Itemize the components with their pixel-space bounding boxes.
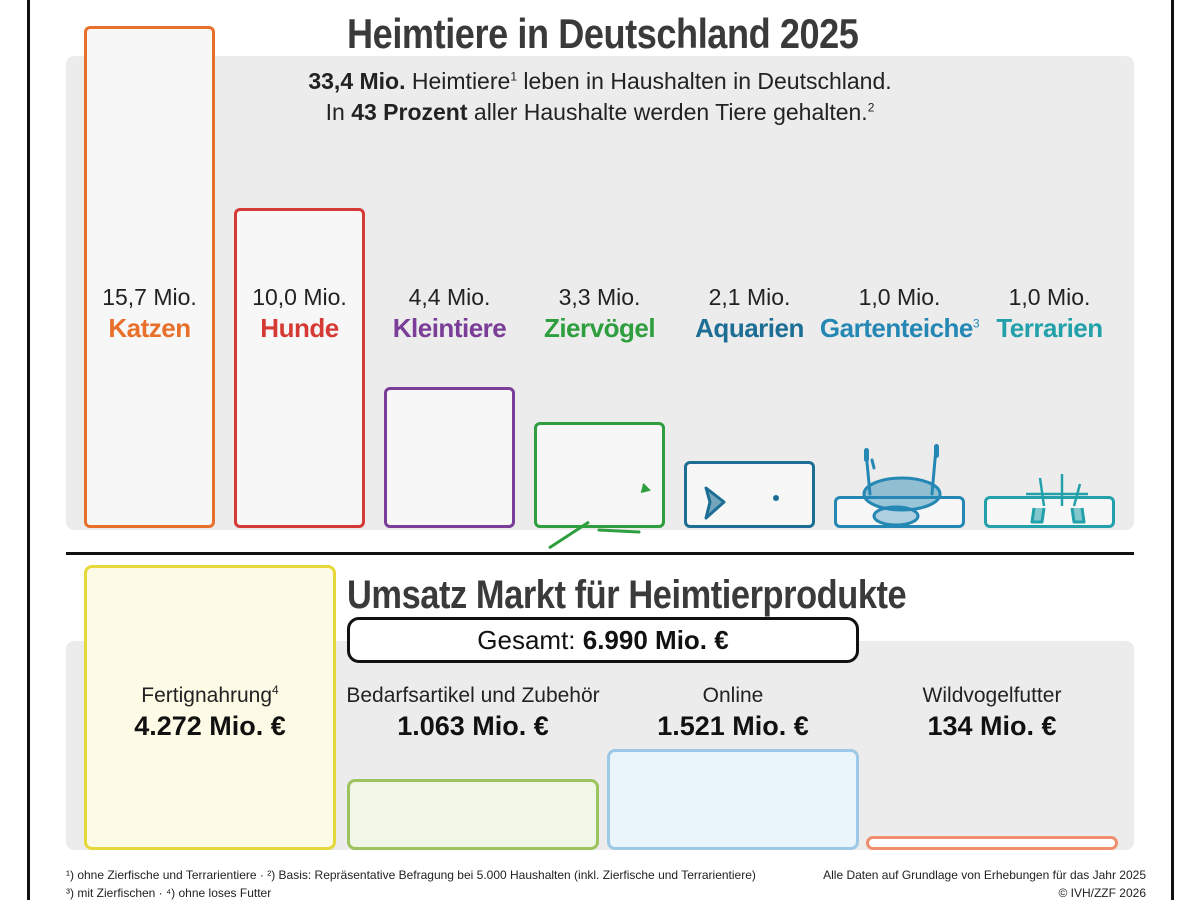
subtitle-text-2: aller Haushalte werden Tiere gehalten. xyxy=(467,99,868,125)
category-label-fertignahrung: Fertignahrung4 xyxy=(80,684,340,708)
category-name-bedarfsartikel: Bedarfsartikel und Zubehör xyxy=(346,684,600,707)
value-label-katzen: 15,7 Mio. xyxy=(102,284,197,310)
value-label-ziervögel: 3,3 Mio. xyxy=(558,284,641,310)
subtitle-line-2: In 43 Prozent aller Haushalte werden Tie… xyxy=(180,97,1020,128)
category-label-hunde: Hunde xyxy=(215,313,385,344)
bar-terrarien xyxy=(984,496,1115,528)
market-total-value: 6.990 Mio. € xyxy=(582,625,729,655)
category-name-fertignahrung: Fertignahrung xyxy=(141,684,273,707)
value-label-aquarien: 2,1 Mio. xyxy=(708,284,791,310)
household-share-value: 43 Prozent xyxy=(351,99,468,125)
section-divider xyxy=(66,552,1134,555)
bar-wildvogelfutter xyxy=(866,836,1118,850)
category-name-aquarien: Aquarien xyxy=(695,313,804,343)
subtitle-text-1b: leben in Haushalten in Deutschland. xyxy=(517,68,892,94)
footnote-ref-4: 4 xyxy=(272,683,279,697)
category-label-kleintiere: Kleintiere xyxy=(365,313,535,344)
footnote-line-1: ¹) ohne Zierfische und Terrarientiere · … xyxy=(66,868,756,882)
market-total-box: Gesamt: 6.990 Mio. € xyxy=(347,617,859,663)
category-label-bedarfsartikel: Bedarfsartikel und Zubehör xyxy=(343,684,603,708)
bar-ziervögel xyxy=(534,422,665,528)
category-label-gartenteiche: Gartenteiche3 xyxy=(815,313,985,344)
value-label-hunde: 10,0 Mio. xyxy=(252,284,347,310)
copyright-note: © IVH/ZZF 2026 xyxy=(1058,886,1146,900)
bar-katzen xyxy=(84,25,215,528)
category-name-gartenteiche: Gartenteiche xyxy=(819,313,973,343)
category-label-wildvogelfutter: Wildvogelfutter xyxy=(862,684,1122,708)
fish-icon xyxy=(700,478,800,533)
value-label-bedarfsartikel: 1.063 Mio. € xyxy=(397,711,549,741)
data-basis-note: Alle Daten auf Grundlage von Erhebungen … xyxy=(823,868,1146,882)
category-label-online: Online xyxy=(603,684,863,708)
value-label-gartenteiche: 1,0 Mio. xyxy=(858,284,941,310)
parrot-icon xyxy=(545,460,655,555)
footnote-ref-1: 1 xyxy=(510,69,517,84)
turtle-icon xyxy=(1000,466,1100,533)
dog-icon xyxy=(260,438,340,533)
category-label-katzen: Katzen xyxy=(65,313,235,344)
category-name-ziervögel: Ziervögel xyxy=(543,313,656,343)
category-name-hunde: Hunde xyxy=(260,313,339,343)
category-name-wildvogelfutter: Wildvogelfutter xyxy=(922,684,1062,707)
category-name-online: Online xyxy=(702,684,764,707)
value-label-terrarien: 1,0 Mio. xyxy=(1008,284,1091,310)
category-name-katzen: Katzen xyxy=(108,313,191,343)
rabbit-icon xyxy=(415,438,485,533)
value-label-kleintiere: 4,4 Mio. xyxy=(408,284,491,310)
subtitle-text-2a: In xyxy=(325,99,352,125)
value-label-wildvogelfutter: 134 Mio. € xyxy=(927,711,1057,741)
bar-kleintiere xyxy=(384,387,515,528)
market-total-label: Gesamt: xyxy=(477,625,576,655)
left-frame-line xyxy=(27,0,30,900)
subtitle-line-1: 33,4 Mio. Heimtiere1 leben in Haushalten… xyxy=(180,66,1020,97)
footnote-ref-3: 3 xyxy=(972,316,980,331)
value-label-online: 1.521 Mio. € xyxy=(657,711,809,741)
value-label-fertignahrung: 4.272 Mio. € xyxy=(134,711,286,741)
category-label-terrarien: Terrarien xyxy=(965,313,1135,344)
category-name-terrarien: Terrarien xyxy=(996,313,1103,343)
bar-hunde xyxy=(234,208,365,528)
bar-fertignahrung xyxy=(84,565,336,850)
bar-bedarfsartikel xyxy=(347,779,599,850)
category-name-kleintiere: Kleintiere xyxy=(392,313,507,343)
market-title: Umsatz Markt für Heimtierprodukte xyxy=(347,573,907,617)
category-label-aquarien: Aquarien xyxy=(665,313,835,344)
pond-icon xyxy=(852,444,948,533)
bar-gartenteiche xyxy=(834,496,965,528)
subtitle-text-1: Heimtiere xyxy=(405,68,511,94)
pet-total-value: 33,4 Mio. xyxy=(308,68,406,94)
bar-online xyxy=(607,748,859,850)
footnote-line-2: ³) mit Zierfischen · ⁴) ohne loses Futte… xyxy=(66,886,272,900)
cat-icon xyxy=(110,438,190,533)
page-title: Heimtiere in Deutschland 2025 xyxy=(347,10,859,57)
right-frame-line xyxy=(1171,0,1174,900)
footnote-ref-2: 2 xyxy=(867,100,875,115)
category-label-ziervögel: Ziervögel xyxy=(515,313,685,344)
